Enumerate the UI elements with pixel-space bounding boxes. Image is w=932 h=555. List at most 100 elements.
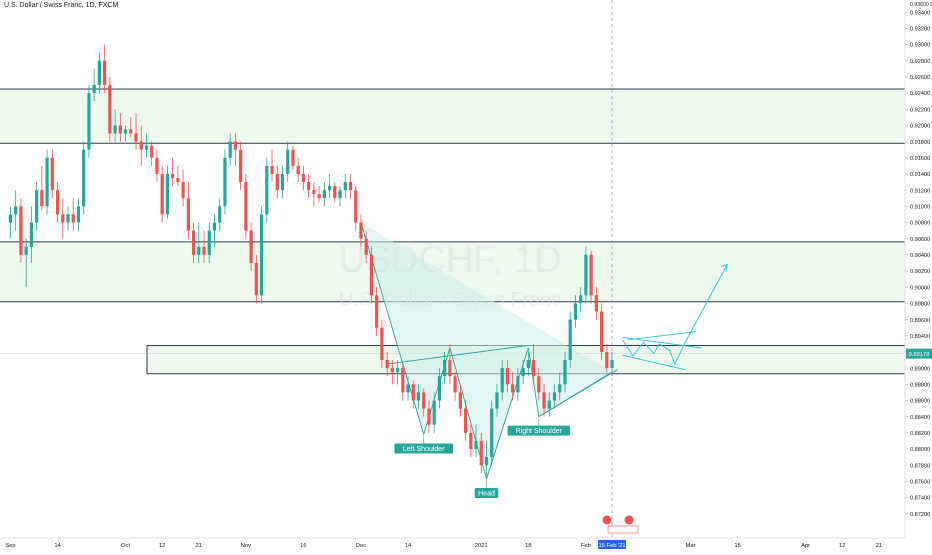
price-tick-label: 0.90200: [910, 269, 930, 275]
price-tick-label: 0.88400: [910, 415, 930, 421]
candle-body: [458, 392, 462, 409]
candle-body: [155, 157, 159, 174]
price-tick-label: 0.89000: [910, 366, 930, 372]
candle-body: [82, 149, 86, 207]
candle-body: [416, 392, 421, 401]
price-unit-label: 0.93600 CHF: [910, 2, 932, 8]
price-axis[interactable]: 0.93400 0.93200 0.93000 0.92800 0.92600 0.924…: [904, 0, 932, 550]
price-tick-label: 0.92600: [910, 75, 930, 81]
price-tick-label: 0.91000: [910, 205, 930, 211]
candle-body: [291, 149, 295, 166]
projection-lower-line: [622, 354, 686, 371]
candle-body: [552, 392, 557, 401]
candle-body: [395, 368, 400, 373]
candle-body: [547, 400, 551, 409]
price-tick-label: 0.91400: [910, 172, 930, 178]
time-tick-label: 14: [54, 543, 61, 549]
candle-body: [144, 145, 149, 150]
candle-body: [171, 173, 175, 178]
candle-body: [307, 182, 311, 191]
candle-body: [270, 165, 274, 174]
time-tick-label: Oct: [121, 543, 130, 549]
price-tick-label: 0.90400: [910, 253, 930, 259]
last-price-badge: [906, 348, 932, 359]
price-tick-label: 0.90000: [910, 285, 930, 291]
candle-body: [401, 368, 405, 393]
price-tick-label: 0.92000: [910, 124, 930, 130]
price-tick-label: 0.88600: [910, 399, 930, 405]
candle-body: [385, 360, 389, 369]
candle-body: [108, 84, 112, 134]
candle-body: [594, 295, 598, 312]
candle-body: [479, 440, 483, 466]
candle-body: [103, 60, 107, 85]
candle-body: [35, 190, 39, 223]
crosshair-layer: [602, 0, 639, 538]
candle-body: [500, 368, 504, 393]
candle-body: [265, 165, 269, 215]
candle-body: [317, 194, 321, 199]
candle-body: [97, 60, 101, 85]
candle-body: [579, 295, 583, 304]
candle-body: [437, 376, 442, 401]
price-tick-label: 0.93400: [910, 10, 930, 16]
candle-body: [495, 392, 499, 409]
candle-body: [24, 246, 28, 255]
candle-body: [568, 319, 572, 361]
candle-body: [312, 190, 316, 195]
candle-body: [516, 376, 520, 393]
candle-body: [448, 360, 452, 377]
candle-body: [584, 254, 588, 296]
candle-body: [443, 360, 447, 377]
candle-body: [296, 165, 300, 174]
event-icon: [624, 515, 634, 525]
time-axis[interactable]: Sep 14 Oct 12 21 Nov 16 Dec 14 2021 18 Feb Mar 15 Apr 1…: [0, 537, 905, 549]
candle-body: [369, 254, 374, 296]
candle-body: [61, 214, 65, 223]
pattern-label-bg: [394, 443, 454, 454]
time-tick-label: 2021: [475, 543, 488, 549]
price-tick-label: 0.92200: [910, 107, 930, 113]
candle-body: [66, 214, 70, 223]
candle-body: [537, 376, 541, 393]
candle-body: [19, 206, 23, 255]
candle-body: [375, 295, 379, 328]
price-tick-label: 0.87600: [910, 480, 930, 486]
candle-body: [123, 129, 128, 134]
pattern-label-bg: [507, 425, 571, 436]
candle-body: [364, 238, 368, 255]
candle-body: [218, 206, 222, 223]
candle-body: [191, 230, 196, 255]
candles-layer: [8, 44, 614, 478]
price-tick-label: 0.90800: [910, 221, 930, 227]
candle-body: [422, 392, 426, 409]
neckline: [387, 345, 529, 365]
breakout-arrow-line: [684, 264, 728, 343]
pattern-label-bg: [474, 487, 499, 498]
candle-body: [212, 222, 217, 231]
price-tick-label: 0.87200: [910, 512, 930, 518]
candle-body: [469, 432, 473, 450]
price-tick-label: 0.87400: [910, 496, 930, 502]
crosshair-date-label: 15 Feb '21: [598, 543, 625, 549]
candle-body: [50, 157, 54, 191]
candle-body: [463, 408, 468, 433]
time-tick-label: Sep: [5, 543, 15, 549]
candle-body: [432, 400, 436, 425]
time-tick-label: Apr: [801, 543, 810, 549]
price-tick-label: 0.90600: [910, 237, 930, 243]
candle-body: [40, 190, 44, 207]
rising-support-line: [538, 369, 618, 418]
price-tick-label: 0.87800: [910, 463, 930, 469]
event-icon: [602, 515, 612, 525]
price-tick-label: 0.89600: [910, 318, 930, 324]
candle-body: [526, 360, 530, 369]
price-tick-label: 0.93200: [910, 27, 930, 33]
breakout-arrow-head: [720, 263, 728, 272]
candle-body: [160, 173, 164, 215]
candle-body: [531, 360, 536, 377]
candle-body: [254, 262, 258, 296]
time-tick-label: Nov: [241, 543, 251, 549]
candle-body: [134, 133, 138, 142]
